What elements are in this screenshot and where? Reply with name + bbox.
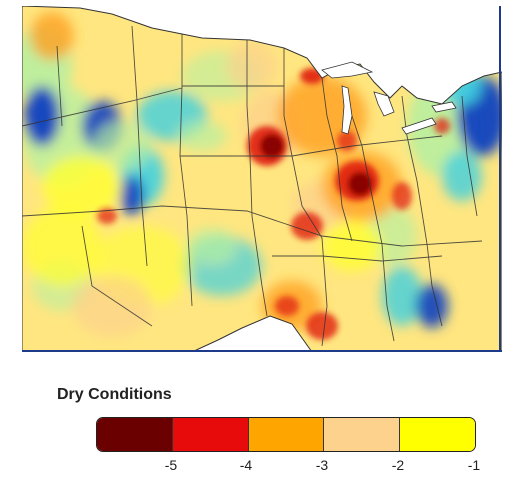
legend-color-bar: [96, 417, 476, 452]
drought-patch: [260, 134, 284, 158]
drought-patch: [24, 86, 60, 146]
drought-patch: [275, 296, 299, 316]
legend-tick-label: -3: [315, 457, 329, 473]
drought-patch: [97, 208, 117, 224]
drought-patch: [291, 212, 323, 240]
drought-patch: [416, 284, 448, 328]
drought-patch: [187, 228, 237, 264]
legend-tick-label: -2: [391, 457, 405, 473]
drought-map: [22, 6, 502, 352]
drought-patch: [392, 182, 412, 210]
drought-patch: [177, 121, 227, 151]
legend-segment-abnormal: [400, 418, 475, 451]
drought-patch: [442, 151, 482, 201]
drought-patch: [348, 172, 372, 196]
legend-segment-moderate: [248, 418, 325, 451]
drought-patch: [382, 266, 422, 326]
legend-tick-label: -1: [467, 457, 481, 473]
legend-segment-mild: [324, 418, 401, 451]
drought-patch: [42, 156, 122, 216]
drought-patch: [434, 118, 450, 134]
legend-segment-severe: [172, 418, 249, 451]
drought-patch: [227, 41, 277, 91]
drought-patch: [92, 121, 152, 171]
state-borders: [22, 25, 483, 347]
legend-segment-extreme: [97, 418, 173, 451]
drought-patch: [322, 221, 382, 271]
drought-patch: [72, 276, 152, 336]
drought-patch: [30, 12, 74, 60]
legend-tick-label: -4: [239, 457, 253, 473]
legend-tick-label: -5: [164, 457, 178, 473]
legend-title: Dry Conditions: [57, 386, 172, 403]
drought-patch: [120, 176, 144, 216]
great-lakes: [321, 61, 457, 135]
drought-patch: [306, 312, 338, 340]
